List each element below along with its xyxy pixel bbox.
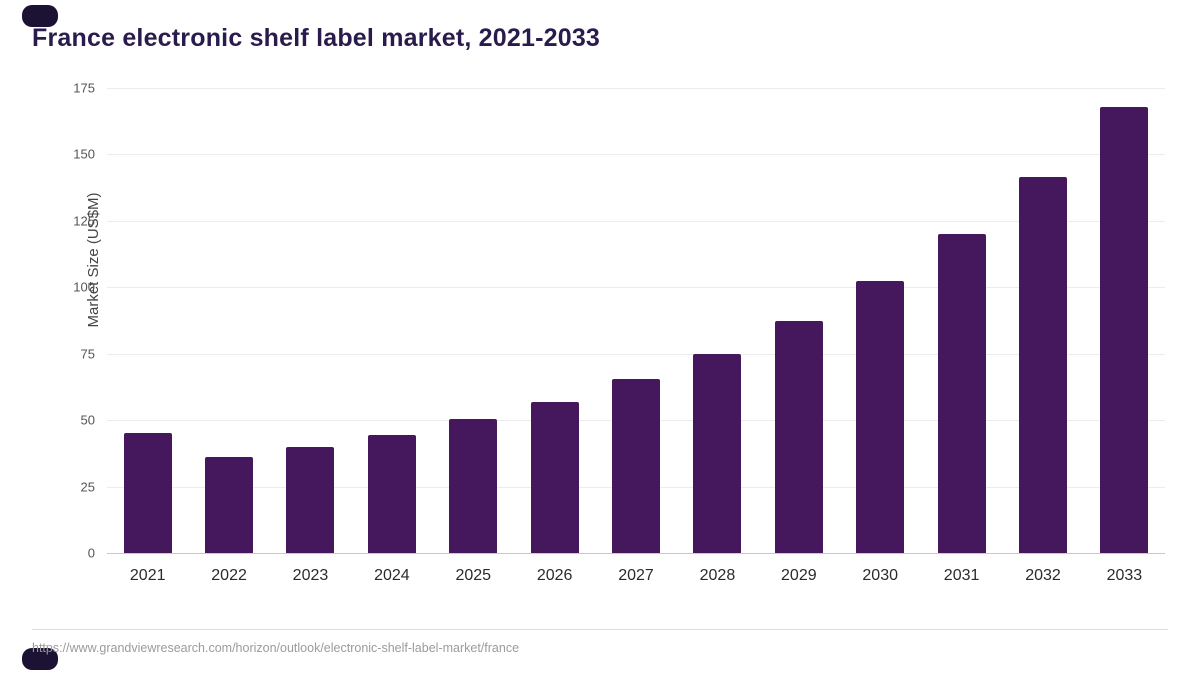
bar [774,320,823,553]
bar-slot [677,88,758,553]
bar-slot [758,88,839,553]
bar-chart: Market Size (US$M) 0 25 50 75 100 125 150 175 2… [32,81,1165,595]
x-tick-label: 2028 [699,567,736,584]
x-tick-label: 2029 [781,567,817,584]
footer: https://www.grandviewresearch.com/horizo… [32,629,1168,655]
y-tick-label: 150 [73,146,95,162]
x-tick-label: 2032 [1025,567,1061,584]
x-tick-label: 2021 [129,567,166,584]
bar-slot [351,88,432,553]
corner-decoration-top-left [22,5,58,27]
bar-slot [840,88,921,553]
bar-slot [107,88,188,553]
grid-line [107,553,1165,554]
bar-slot [595,88,676,553]
footer-divider [32,629,1168,630]
chart-title: France electronic shelf label market, 20… [32,24,601,52]
x-tick-label: 2023 [292,567,329,584]
bar-slot [270,88,351,553]
bar [1100,106,1149,553]
x-axis: 2021 2022 2023 2024 2025 2026 2027 2028 2029 2030… [107,553,1165,585]
x-tick-label: 2026 [536,567,573,584]
bar-slot [1002,88,1083,553]
bar-slot [1084,88,1165,553]
grid-line [107,154,1165,156]
source-url: https://www.grandviewresearch.com/horizo… [32,641,520,655]
bar-slot [921,88,1002,553]
bar-slot [433,88,514,553]
grid-line [107,88,1165,89]
x-tick-label: 2024 [374,567,410,584]
x-tick-label: 2022 [211,567,247,584]
bar-slot [188,88,269,553]
x-tick-label: 2031 [943,567,980,584]
bar [693,353,742,553]
y-tick-label: 0 [87,545,95,561]
x-tick-label: 2027 [618,567,654,584]
x-tick-label: 2030 [862,567,898,584]
bar [205,457,254,553]
grid-line [107,287,1165,289]
y-tick-label: 25 [80,479,95,495]
y-tick-label: 50 [80,412,95,428]
bar [937,234,986,553]
bar [530,401,579,553]
plot-grid: 0 25 50 75 100 125 150 175 [73,81,1165,561]
bar [856,280,905,553]
bar [286,446,335,553]
bar-series [107,88,1165,553]
bar-slot [514,88,595,553]
y-tick-label: 75 [80,346,95,362]
bar [449,418,498,553]
y-tick-label: 100 [73,279,95,295]
bar [367,434,416,553]
bar [1018,177,1067,553]
grid-line [107,220,1165,222]
y-tick-label: 175 [73,80,95,96]
y-tick-label: 125 [73,213,95,229]
bar [123,433,172,553]
x-tick-label: 2025 [455,567,492,584]
plot-area: 0 25 50 75 100 125 150 175 2021 2022 2023 2024 2025… [73,81,1165,595]
bar [612,378,661,553]
grid-line [107,353,1165,355]
corner-decoration-bottom-left [22,648,58,670]
x-tick-label: 2033 [1106,567,1143,584]
